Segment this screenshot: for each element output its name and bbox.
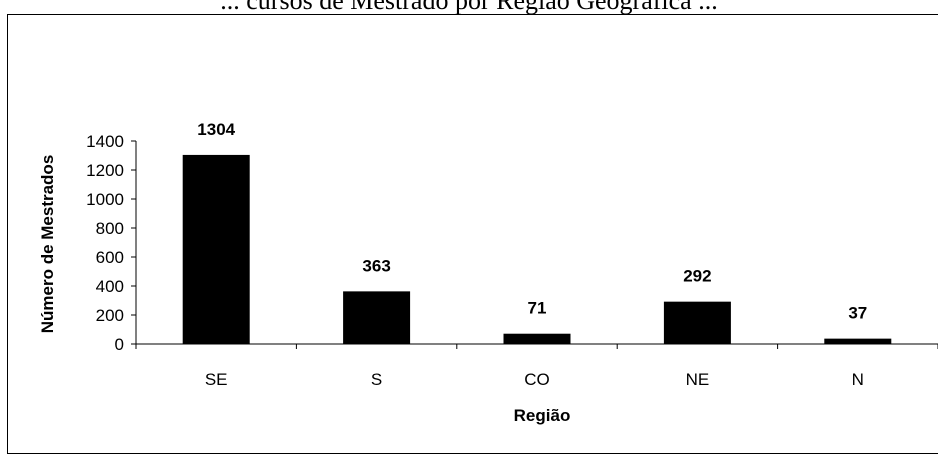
y-tick-label: 200 bbox=[96, 306, 124, 325]
x-axis-ticks: SE S CO NE N bbox=[135, 344, 938, 389]
y-tick-label: 1400 bbox=[86, 132, 124, 151]
bar bbox=[663, 301, 731, 344]
bar bbox=[182, 154, 250, 344]
x-tick-label: S bbox=[371, 370, 382, 389]
x-tick-label: NE bbox=[686, 370, 710, 389]
bar bbox=[824, 338, 892, 344]
bar-series bbox=[182, 154, 892, 344]
data-label: 1304 bbox=[197, 120, 235, 139]
bar bbox=[503, 333, 571, 344]
x-tick-label: SE bbox=[205, 370, 228, 389]
bar bbox=[343, 291, 411, 344]
data-label: 292 bbox=[683, 267, 711, 286]
y-axis-title: Número de Mestrados bbox=[38, 155, 57, 334]
data-label: 363 bbox=[362, 256, 390, 275]
x-tick-label: CO bbox=[524, 370, 550, 389]
y-tick-label: 1200 bbox=[86, 161, 124, 180]
y-tick-label: 400 bbox=[96, 277, 124, 296]
data-labels: 1304 363 71 292 37 bbox=[197, 120, 867, 323]
data-label: 71 bbox=[528, 299, 547, 318]
y-tick-label: 1000 bbox=[86, 190, 124, 209]
data-label: 37 bbox=[848, 304, 867, 323]
y-tick-label: 600 bbox=[96, 248, 124, 267]
x-axis-title: Região bbox=[514, 406, 571, 425]
y-axis-ticks: 0 200 400 600 800 1000 1200 1400 bbox=[86, 132, 136, 354]
y-tick-label: 800 bbox=[96, 219, 124, 238]
x-tick-label: N bbox=[852, 370, 864, 389]
page-title: ... cursos de Mestrado por Região Geográ… bbox=[220, 0, 718, 15]
y-tick-label: 0 bbox=[115, 335, 124, 354]
